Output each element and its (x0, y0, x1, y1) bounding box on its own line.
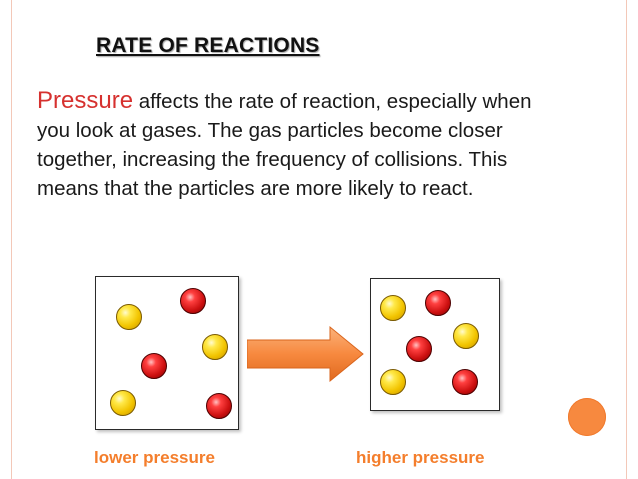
lower-pressure-container (95, 276, 239, 430)
red-particle (406, 336, 432, 362)
lower-pressure-caption: lower pressure (94, 448, 215, 467)
higher-pressure-container (370, 278, 500, 411)
red-particle (452, 369, 478, 395)
yellow-particle (380, 369, 406, 395)
body-text: affects the rate of reaction, especially… (37, 90, 532, 200)
left-border-line (11, 0, 12, 479)
red-particle (141, 353, 167, 379)
yellow-particle (116, 304, 142, 330)
right-border-line (626, 0, 627, 479)
higher-pressure-caption: higher pressure (356, 448, 485, 467)
decorative-orange-circle (568, 398, 606, 436)
slide-title: RATE OF REACTIONS (96, 34, 320, 57)
yellow-particle (380, 295, 406, 321)
right-arrow-icon (247, 325, 364, 383)
keyword-pressure: Pressure (37, 87, 134, 114)
yellow-particle (453, 323, 479, 349)
yellow-particle (110, 390, 136, 416)
red-particle (425, 290, 451, 316)
red-particle (206, 393, 232, 419)
red-particle (180, 288, 206, 314)
body-paragraph: Pressure affects the rate of reaction, e… (37, 86, 557, 203)
yellow-particle (202, 334, 228, 360)
